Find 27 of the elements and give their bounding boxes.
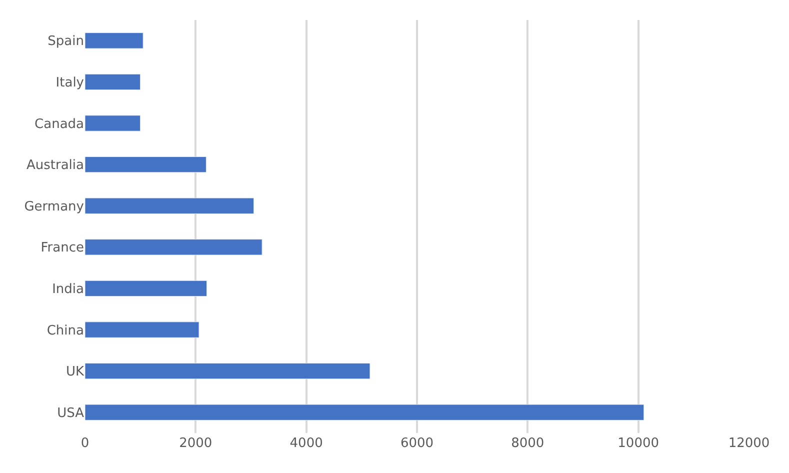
bar [85, 32, 144, 49]
x-tick-label: 12000 [728, 436, 770, 451]
bar [85, 198, 254, 214]
bar [85, 404, 644, 420]
bar [85, 322, 200, 338]
x-tick-label: 8000 [511, 436, 544, 451]
bar [85, 239, 262, 256]
y-tick-label: Spain [48, 34, 84, 50]
bar [85, 115, 141, 132]
bar [85, 156, 206, 173]
y-tick-label: Italy [56, 76, 84, 90]
bar [85, 280, 207, 297]
x-tick-label: 6000 [400, 436, 434, 451]
y-tick-label: Australia [26, 158, 84, 174]
y-tick-label: UK [66, 364, 84, 380]
bar [85, 362, 370, 380]
x-tick-label: 0 [80, 436, 90, 451]
y-tick-label: Germany [24, 199, 84, 214]
y-tick-label: China [46, 323, 84, 338]
x-tick-label: 10000 [618, 436, 660, 451]
x-tick-label: 4000 [290, 436, 323, 451]
y-tick-label: Canada [34, 116, 84, 132]
y-tick-label: France [40, 240, 84, 256]
y-tick-label: USA [57, 406, 84, 421]
bar [85, 74, 141, 90]
x-tick-label: 2000 [179, 436, 212, 451]
y-tick-label: India [52, 282, 84, 297]
